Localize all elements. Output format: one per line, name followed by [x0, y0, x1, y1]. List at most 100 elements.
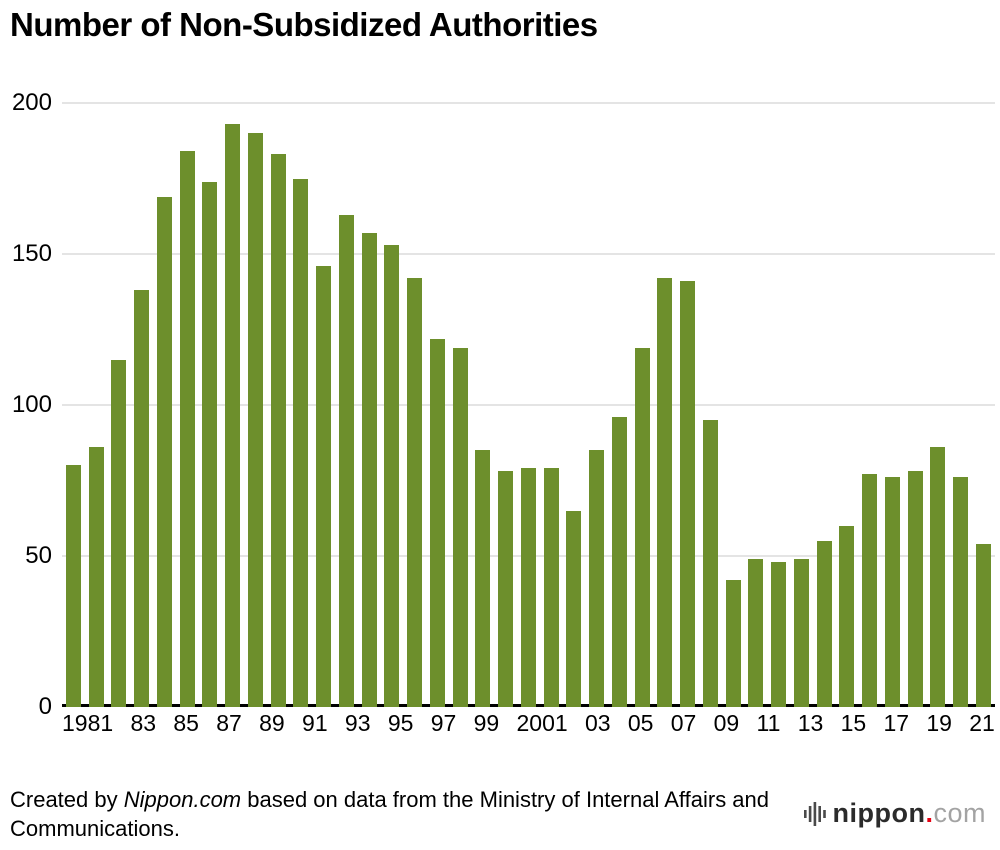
- x-tick-slot-2007: 07: [671, 712, 697, 735]
- source-note-suffix: based on data from the Ministry of Inter…: [10, 787, 770, 841]
- x-tick-2013: 13: [797, 710, 824, 736]
- chart-plot-area: [62, 102, 995, 707]
- nippon-logo: nippon.com: [803, 800, 987, 827]
- bar-2006: [634, 347, 650, 707]
- y-tick-0: 0: [38, 693, 52, 720]
- bar-slot-2021: [972, 103, 995, 707]
- y-tick-100: 100: [11, 391, 52, 418]
- x-tick-slot-1988: [242, 712, 259, 735]
- x-tick-slot-1981: 1981: [62, 712, 113, 735]
- bar-1991: [293, 178, 309, 707]
- bar-slot-2011: [745, 103, 768, 707]
- x-tick-slot-2013: 13: [798, 712, 824, 735]
- bar-2021: [975, 543, 991, 707]
- bar-slot-2014: [813, 103, 836, 707]
- x-tick-2019: 19: [926, 710, 952, 736]
- nippon-logo-dot: .: [925, 798, 934, 828]
- x-tick-1995: 95: [387, 710, 414, 736]
- x-tick-slot-2009: 09: [714, 712, 740, 735]
- x-tick-slot-1999: 99: [474, 712, 500, 735]
- x-tick-slot-1983: 83: [130, 712, 156, 735]
- bar-slot-2013: [790, 103, 813, 707]
- x-tick-slot-2005: 05: [628, 712, 654, 735]
- y-tick-50: 50: [25, 542, 52, 569]
- x-tick-1983: 83: [130, 710, 157, 736]
- bar-1986: [179, 151, 195, 707]
- x-tick-slot-2000: [499, 712, 516, 735]
- x-tick-slot-2011: 11: [757, 712, 781, 735]
- bar-slot-1981: [62, 103, 85, 707]
- bar-slot-1992: [312, 103, 335, 707]
- bar-slot-1999: [472, 103, 495, 707]
- bar-2008: [680, 281, 696, 707]
- x-tick-1981: 1981: [62, 710, 114, 736]
- bars: [62, 103, 995, 707]
- bar-1988: [225, 124, 241, 707]
- x-tick-slot-2012: [780, 712, 797, 735]
- bar-slot-1998: [449, 103, 472, 707]
- bar-1997: [429, 338, 445, 707]
- x-tick-1991: 91: [302, 710, 328, 736]
- x-tick-slot-2015: 15: [841, 712, 867, 735]
- x-tick-slot-2002: [568, 712, 585, 735]
- bar-1998: [452, 347, 468, 707]
- x-tick-slot-1998: [456, 712, 473, 735]
- x-tick-slot-2019: 19: [926, 712, 952, 735]
- bar-slot-2019: [927, 103, 950, 707]
- nippon-logo-icon: [803, 801, 826, 826]
- bar-slot-2017: [881, 103, 904, 707]
- source-note: Created by Nippon.com based on data from…: [10, 786, 770, 843]
- bar-slot-1997: [426, 103, 449, 707]
- x-tick-slot-2020: [952, 712, 969, 735]
- bar-slot-1991: [290, 103, 313, 707]
- bar-slot-1987: [199, 103, 222, 707]
- x-tick-slot-1986: [199, 712, 216, 735]
- x-tick-slot-2018: [909, 712, 926, 735]
- bar-1982: [88, 447, 104, 707]
- bar-slot-2007: [654, 103, 677, 707]
- x-tick-2009: 09: [713, 710, 740, 736]
- bar-1989: [247, 133, 263, 707]
- source-note-prefix: Created by: [10, 787, 124, 812]
- x-tick-slot-2003: 03: [585, 712, 611, 735]
- bar-2019: [930, 447, 946, 707]
- x-axis-labels: 1981 83 85 87 89 91 93 95 97 99 2001 03 05 07 09 11 13 15…: [62, 712, 995, 735]
- x-tick-slot-2006: [653, 712, 670, 735]
- bar-2004: [589, 450, 605, 707]
- x-tick-slot-1989: 89: [259, 712, 285, 735]
- x-tick-slot-1997: 97: [431, 712, 457, 735]
- bar-slot-1990: [267, 103, 290, 707]
- x-tick-2001: 2001: [516, 710, 568, 736]
- x-tick-slot-2017: 17: [883, 712, 909, 735]
- x-tick-slot-2014: [823, 712, 840, 735]
- bar-1995: [384, 244, 400, 707]
- gridline-100: [62, 404, 995, 406]
- bar-1996: [407, 278, 423, 707]
- x-tick-1987: 87: [216, 710, 242, 736]
- bar-1994: [361, 232, 377, 707]
- x-tick-slot-1992: [328, 712, 345, 735]
- bar-2005: [611, 417, 627, 707]
- x-tick-slot-1985: 85: [173, 712, 199, 735]
- gridline-150: [62, 253, 995, 255]
- x-tick-slot-1993: 93: [345, 712, 371, 735]
- bar-2020: [953, 477, 969, 707]
- bar-slot-2003: [563, 103, 586, 707]
- x-tick-slot-1984: [156, 712, 173, 735]
- x-tick-slot-1996: [413, 712, 430, 735]
- nippon-logo-text: nippon.com: [833, 800, 987, 827]
- bar-1993: [338, 214, 354, 707]
- bar-2003: [566, 510, 582, 707]
- bar-1985: [156, 196, 172, 707]
- bar-slot-1996: [403, 103, 426, 707]
- bar-1983: [111, 359, 127, 707]
- y-axis-labels: 0 50 100 150 200: [0, 91, 52, 719]
- bar-slot-2016: [858, 103, 881, 707]
- bar-slot-2009: [699, 103, 722, 707]
- x-tick-slot-1994: [371, 712, 388, 735]
- bar-1999: [475, 450, 491, 707]
- x-tick-slot-2001: 2001: [516, 712, 567, 735]
- nippon-logo-name: nippon: [832, 798, 926, 828]
- bar-slot-1994: [358, 103, 381, 707]
